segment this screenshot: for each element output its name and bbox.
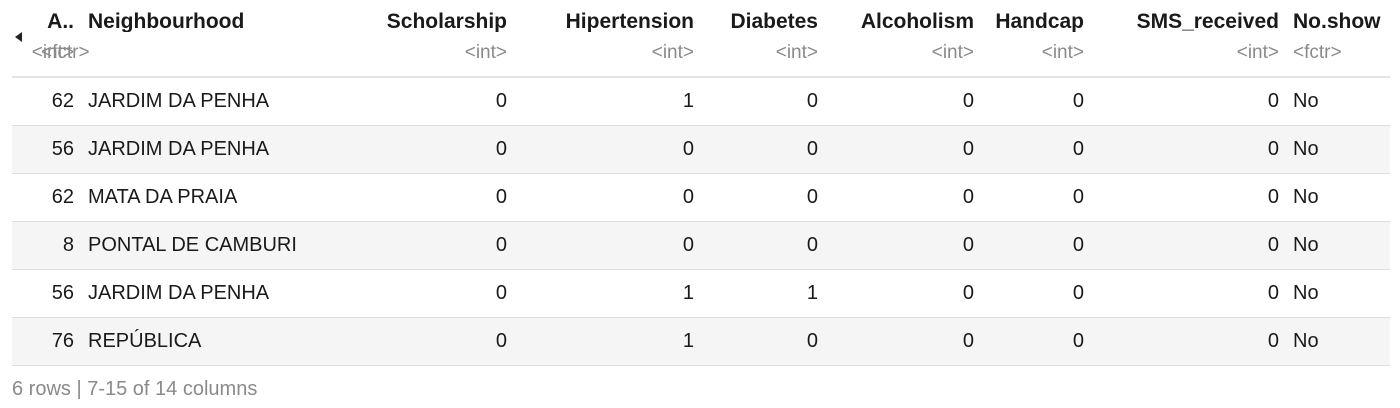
column-name: Scholarship bbox=[386, 11, 507, 32]
cell-scholarship: 0 bbox=[379, 221, 514, 270]
cell-alcoholism: 0 bbox=[825, 221, 981, 270]
column-type: <fctr> bbox=[1293, 42, 1342, 63]
column-type: <int> bbox=[1041, 42, 1084, 63]
cell-scholarship: 0 bbox=[379, 125, 514, 174]
cell-hipertension: 1 bbox=[514, 269, 701, 318]
column-type: <int> bbox=[1236, 42, 1279, 63]
table-row: 8 PONTAL DE CAMBURI 0 0 0 0 0 0 No bbox=[12, 221, 1390, 270]
column-name: Neighbourhood bbox=[88, 11, 245, 32]
cell-age: 8 bbox=[12, 221, 81, 270]
cell-age: 56 bbox=[12, 269, 81, 318]
cell-neighbourhood: JARDIM DA PENHA bbox=[81, 269, 379, 318]
cell-no-show: No bbox=[1286, 125, 1390, 174]
cell-neighbourhood: REPÚBLICA bbox=[81, 317, 379, 366]
table-row: 62 MATA DA PRAIA 0 0 0 0 0 0 No bbox=[12, 173, 1390, 222]
cell-handcap: 0 bbox=[981, 317, 1091, 366]
cell-neighbourhood: JARDIM DA PENHA bbox=[81, 125, 379, 174]
cell-hipertension: 0 bbox=[514, 173, 701, 222]
cell-hipertension: 1 bbox=[514, 77, 701, 126]
cell-sms-received: 0 bbox=[1091, 125, 1286, 174]
cell-hipertension: 0 bbox=[514, 125, 701, 174]
cell-scholarship: 0 bbox=[379, 173, 514, 222]
cell-alcoholism: 0 bbox=[825, 125, 981, 174]
column-name: No.show bbox=[1293, 11, 1381, 32]
cell-sms-received: 0 bbox=[1091, 221, 1286, 270]
cell-handcap: 0 bbox=[981, 269, 1091, 318]
cell-diabetes: 0 bbox=[701, 173, 825, 222]
cell-diabetes: 0 bbox=[701, 317, 825, 366]
cell-scholarship: 0 bbox=[379, 269, 514, 318]
cell-neighbourhood: PONTAL DE CAMBURI bbox=[81, 221, 379, 270]
triangle-left-icon bbox=[15, 32, 22, 42]
cell-age: 56 bbox=[12, 125, 81, 174]
column-header-no-show[interactable]: No.show <fctr> bbox=[1286, 0, 1390, 78]
cell-age: 62 bbox=[12, 77, 81, 126]
column-header-alcoholism[interactable]: Alcoholism <int> bbox=[825, 0, 981, 78]
column-header-age[interactable]: A.. <int> bbox=[12, 0, 81, 78]
cell-no-show: No bbox=[1286, 317, 1390, 366]
cell-scholarship: 0 bbox=[379, 317, 514, 366]
column-header-sms-received[interactable]: SMS_received <int> bbox=[1091, 0, 1286, 78]
cell-no-show: No bbox=[1286, 269, 1390, 318]
data-table: A.. <int> Neighbourhood <fctr> Scholarsh… bbox=[12, 0, 1390, 366]
cell-diabetes: 0 bbox=[701, 77, 825, 126]
cell-no-show: No bbox=[1286, 77, 1390, 126]
column-header-handcap[interactable]: Handcap <int> bbox=[981, 0, 1091, 78]
column-header-hipertension[interactable]: Hipertension <int> bbox=[514, 0, 701, 78]
cell-no-show: No bbox=[1286, 173, 1390, 222]
column-type: <int> bbox=[775, 42, 818, 63]
column-name: Alcoholism bbox=[860, 11, 974, 32]
cell-sms-received: 0 bbox=[1091, 269, 1286, 318]
column-header-neighbourhood[interactable]: Neighbourhood <fctr> bbox=[41, 0, 379, 78]
column-type: <int> bbox=[931, 42, 974, 63]
column-name: Hipertension bbox=[565, 11, 694, 32]
header-row: A.. <int> Neighbourhood <fctr> Scholarsh… bbox=[12, 0, 1390, 78]
column-type: <int> bbox=[464, 42, 507, 63]
cell-handcap: 0 bbox=[981, 173, 1091, 222]
cell-handcap: 0 bbox=[981, 77, 1091, 126]
cell-neighbourhood: JARDIM DA PENHA bbox=[81, 77, 379, 126]
cell-no-show: No bbox=[1286, 221, 1390, 270]
cell-sms-received: 0 bbox=[1091, 77, 1286, 126]
column-type: <fctr> bbox=[41, 42, 90, 63]
column-name: A.. bbox=[47, 11, 74, 32]
column-type: <int> bbox=[31, 42, 74, 63]
column-name: Diabetes bbox=[730, 11, 818, 32]
cell-diabetes: 0 bbox=[701, 125, 825, 174]
cell-age: 76 bbox=[12, 317, 81, 366]
cell-neighbourhood: MATA DA PRAIA bbox=[81, 173, 379, 222]
cell-sms-received: 0 bbox=[1091, 317, 1286, 366]
cell-hipertension: 1 bbox=[514, 317, 701, 366]
column-header-diabetes[interactable]: Diabetes <int> bbox=[701, 0, 825, 78]
cell-alcoholism: 0 bbox=[825, 317, 981, 366]
table-row: 76 REPÚBLICA 0 1 0 0 0 0 No bbox=[12, 317, 1390, 366]
cell-alcoholism: 0 bbox=[825, 77, 981, 126]
cell-hipertension: 0 bbox=[514, 221, 701, 270]
cell-diabetes: 0 bbox=[701, 221, 825, 270]
cell-diabetes: 1 bbox=[701, 269, 825, 318]
column-name: Handcap bbox=[995, 11, 1084, 32]
table-row: 56 JARDIM DA PENHA 0 0 0 0 0 0 No bbox=[12, 125, 1390, 174]
cell-alcoholism: 0 bbox=[825, 269, 981, 318]
column-header-scholarship[interactable]: Scholarship <int> bbox=[379, 0, 514, 78]
cell-scholarship: 0 bbox=[379, 77, 514, 126]
cell-alcoholism: 0 bbox=[825, 173, 981, 222]
cell-handcap: 0 bbox=[981, 221, 1091, 270]
table-row: 56 JARDIM DA PENHA 0 1 1 0 0 0 No bbox=[12, 269, 1390, 318]
table-row: 62 JARDIM DA PENHA 0 1 0 0 0 0 No bbox=[12, 77, 1390, 126]
column-type: <int> bbox=[651, 42, 694, 63]
cell-handcap: 0 bbox=[981, 125, 1091, 174]
column-name: SMS_received bbox=[1136, 11, 1279, 32]
table-footer-summary: 6 rows | 7-15 of 14 columns bbox=[12, 378, 258, 400]
cell-sms-received: 0 bbox=[1091, 173, 1286, 222]
cell-age: 62 bbox=[12, 173, 81, 222]
previous-columns-button[interactable] bbox=[12, 26, 38, 52]
